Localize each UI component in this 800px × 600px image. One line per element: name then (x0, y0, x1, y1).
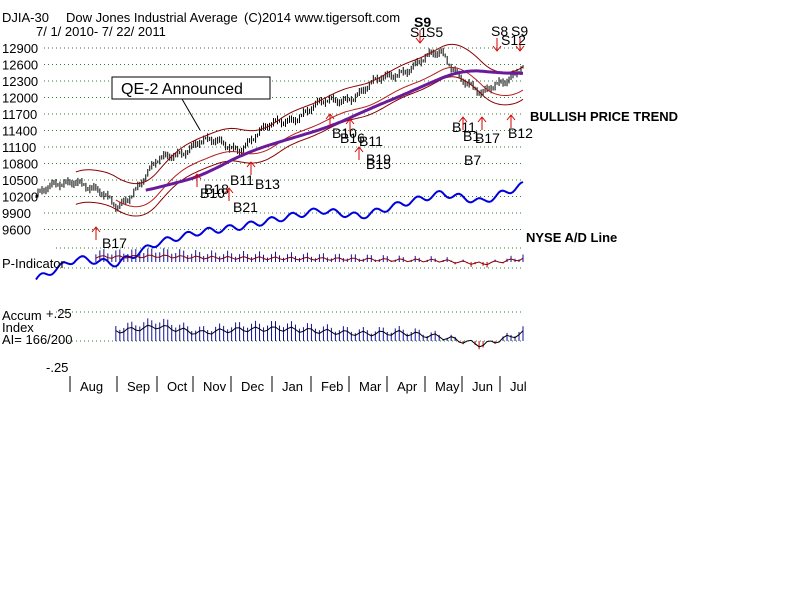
x-tick-label: May (435, 379, 460, 394)
signal-b10: B10 (200, 185, 225, 201)
symbol-label: DJIA-30 (2, 10, 49, 25)
buy-arrowhead (91, 226, 101, 233)
x-tick-label: Aug (80, 379, 103, 394)
y-tick-label: 10500 (2, 173, 38, 188)
qe2-box (111, 76, 271, 100)
buy-arrowhead (458, 116, 468, 123)
x-tick-label: Oct (167, 379, 188, 394)
y-tick-label: 11400 (2, 124, 37, 139)
accum-label-1: Accum (2, 308, 42, 323)
buy-arrowhead (246, 161, 256, 168)
sell-arrowhead (492, 45, 502, 52)
y-tick-label: 12300 (2, 74, 38, 89)
buy-arrowhead (224, 187, 234, 194)
inner-band-line (115, 67, 524, 208)
qe2-label: QE-2 Announced (121, 81, 243, 98)
y-tick-label: 12900 (2, 41, 38, 56)
signal-s1: S1 (410, 24, 427, 40)
y-tick-label: 11700 (2, 107, 37, 122)
x-axis: Aug Sep Oct Nov Dec Jan Feb Mar Apr May Jun Jul (69, 376, 527, 394)
signal-labels: B17 B18 B10 B21 B11 B13 B10 B16 B11 B19 … (102, 14, 533, 251)
buy-arrowhead (506, 114, 516, 121)
signal-b18: B18 (204, 181, 229, 197)
accum-label-3: AI= 166/200 (2, 332, 72, 347)
accum-label-2: Index (2, 320, 34, 335)
x-tick-label: Apr (397, 379, 418, 394)
upper-band-line (75, 43, 524, 185)
y-tick-label: 10800 (2, 157, 38, 172)
buy-arrowhead (192, 173, 202, 180)
x-tick-label: Sep (127, 379, 150, 394)
signal-s8: S8 (491, 23, 508, 39)
x-tick-label: Jun (472, 379, 493, 394)
x-tick-label: Mar (359, 379, 382, 394)
copyright-text: (C)2014 www.tigersoft.com (244, 10, 400, 25)
accum-index-ma (115, 324, 524, 348)
signal-b21: B21 (233, 199, 258, 215)
y-tick-label: 12000 (2, 91, 38, 106)
price-bars (35, 47, 524, 212)
signal-b16: B16 (340, 130, 365, 146)
signal-b1: B1 (463, 128, 480, 144)
accum-top-label: +.25 (46, 306, 72, 321)
buy-arrowhead (354, 146, 364, 153)
signal-b17-jun: B17 (475, 130, 500, 146)
date-range: 7/ 1/ 2010- 7/ 22/ 2011 (36, 24, 166, 39)
accum-bottom-label: -.25 (46, 360, 68, 375)
accum-index-bars (115, 318, 524, 350)
buy-arrowhead (477, 116, 487, 123)
x-tick-label: Jul (510, 379, 527, 394)
sell-arrowhead (415, 37, 425, 44)
y-tick-label: 12600 (2, 58, 38, 73)
y-tick-label: 9600 (2, 223, 31, 238)
x-tick-label: Feb (321, 379, 343, 394)
signal-s9-top: S9 (414, 14, 431, 30)
y-tick-label: 10200 (2, 190, 38, 205)
signal-b15: B15 (366, 156, 391, 172)
ad-line (35, 181, 524, 281)
signal-s9: S9 (511, 23, 528, 39)
signal-b12: B12 (508, 125, 533, 141)
lower-band-line (75, 76, 524, 217)
signal-b19: B19 (366, 151, 391, 167)
x-tick-label: Nov (203, 379, 227, 394)
signal-b10-feb: B10 (332, 125, 357, 141)
signal-s12: S12 (501, 32, 526, 48)
signal-s5: S5 (426, 24, 443, 40)
ad-line-label: NYSE A/D Line (526, 230, 617, 245)
p-indicator-ma (95, 254, 524, 266)
signal-arrows (91, 30, 525, 240)
qe2-pointer (181, 98, 201, 131)
signal-b11-may: B11 (452, 119, 476, 135)
buy-arrowhead (325, 113, 335, 120)
index-name: Dow Jones Industrial Average (66, 10, 238, 25)
moving-average-line (145, 69, 524, 192)
trend-label: BULLISH PRICE TREND (530, 109, 678, 124)
signal-b11: B11 (230, 172, 254, 188)
y-tick-label: 11100 (2, 140, 36, 155)
x-tick-label: Dec (241, 379, 265, 394)
sell-arrowhead (515, 45, 525, 52)
x-tick-label: Jan (282, 379, 303, 394)
signal-b11-mar: B11 (359, 133, 383, 149)
signal-b17: B17 (102, 235, 127, 251)
signal-b13: B13 (255, 176, 280, 192)
y-tick-label: 9900 (2, 206, 31, 221)
signal-b7: B7 (464, 152, 481, 168)
buy-arrowhead (345, 118, 355, 125)
p-indicator-label: P-Indicator (2, 256, 66, 271)
